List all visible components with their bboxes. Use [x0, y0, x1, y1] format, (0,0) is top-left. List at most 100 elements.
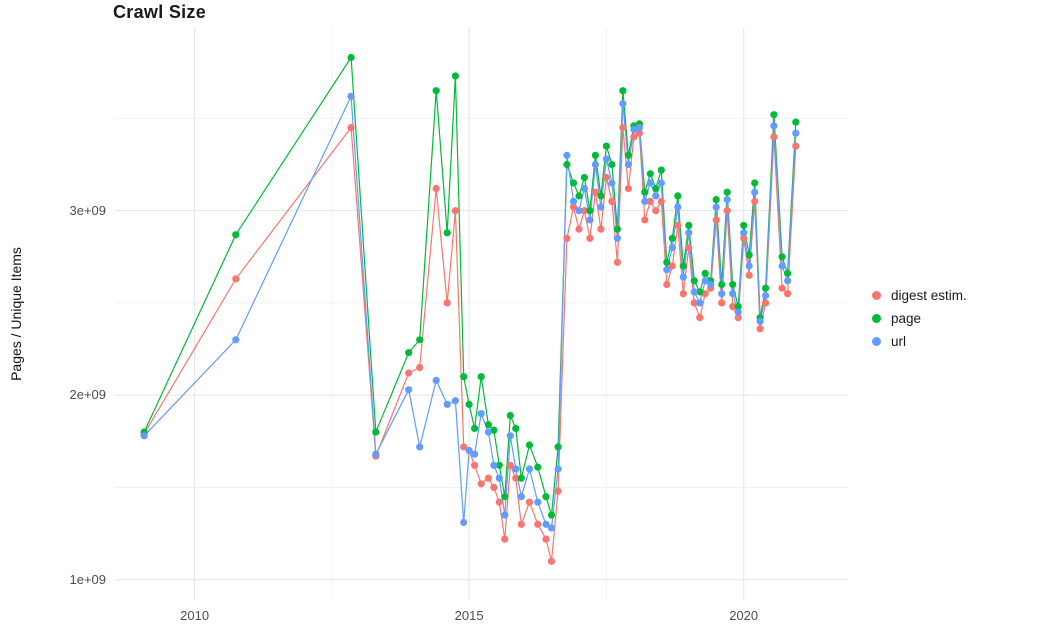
data-point [778, 253, 786, 261]
data-point [569, 197, 578, 205]
data-point [701, 269, 709, 277]
data-point [517, 474, 525, 482]
data-point [762, 291, 770, 300]
data-point [613, 225, 621, 233]
data-point [554, 487, 562, 495]
data-point [443, 229, 451, 237]
data-point [624, 151, 632, 159]
data-point [432, 376, 440, 384]
legend-item-digest: digest estim. [872, 285, 967, 305]
data-point [690, 299, 698, 307]
data-point [495, 461, 503, 469]
data-point [512, 465, 520, 473]
data-point [451, 397, 459, 405]
data-point [443, 299, 451, 307]
data-point [542, 493, 550, 501]
series-points-page [140, 53, 800, 519]
data-point [734, 308, 742, 316]
y-tick-label: 3e+09 [69, 202, 106, 218]
data-point [347, 92, 355, 100]
data-point [597, 225, 605, 233]
data-point [547, 511, 556, 519]
data-point [663, 280, 671, 289]
data-point [679, 273, 687, 281]
legend-dot-url-icon [872, 336, 881, 346]
legend-dot-page-icon [872, 313, 881, 323]
data-point [784, 277, 792, 285]
legend-label-digest: digest estim. [891, 287, 967, 303]
data-point [657, 197, 665, 205]
data-point [495, 474, 503, 482]
plot-area [115, 28, 848, 600]
data-point [729, 303, 737, 311]
data-point [635, 124, 644, 132]
data-point [668, 262, 676, 270]
data-point [347, 53, 355, 62]
data-point [613, 234, 621, 242]
data-point [712, 216, 720, 224]
data-point [563, 151, 571, 159]
data-point [591, 151, 599, 159]
data-point [679, 290, 687, 298]
data-point [624, 160, 632, 169]
data-point [696, 288, 704, 296]
y-tick-label: 2e+09 [69, 387, 106, 403]
data-point [685, 221, 693, 229]
data-point [745, 262, 753, 270]
y-tick-label: 1e+09 [69, 571, 106, 587]
data-point [652, 192, 660, 200]
x-tick-label: 2015 [454, 608, 484, 623]
data-point [512, 424, 520, 432]
data-point [792, 129, 800, 137]
data-point [232, 275, 240, 283]
data-point [745, 271, 753, 279]
data-point [471, 450, 479, 458]
data-point [696, 314, 704, 322]
data-point [696, 299, 704, 307]
data-point [630, 125, 638, 134]
data-point [770, 133, 778, 141]
data-point [740, 221, 748, 229]
data-point [756, 325, 764, 333]
data-point [405, 386, 413, 394]
data-point [712, 196, 720, 204]
data-point [723, 207, 731, 215]
data-point [641, 197, 649, 205]
data-point [679, 262, 687, 270]
legend-label-page: page [891, 310, 922, 326]
data-point [586, 234, 594, 242]
data-point [630, 133, 638, 141]
data-point [580, 184, 588, 193]
data-point [232, 231, 240, 239]
data-point [723, 188, 731, 196]
data-point [770, 111, 778, 119]
data-point [471, 424, 479, 432]
data-point [580, 173, 588, 182]
data-point [477, 410, 485, 418]
data-point [718, 280, 726, 289]
data-point [484, 428, 492, 436]
data-point [547, 557, 556, 565]
data-point [569, 179, 578, 187]
data-point [751, 197, 759, 205]
data-point [575, 225, 583, 233]
data-point [792, 118, 800, 126]
data-point [490, 426, 498, 434]
data-point [432, 184, 440, 193]
data-point [547, 524, 556, 532]
data-point [451, 207, 459, 215]
data-point [416, 443, 424, 451]
data-point [652, 207, 660, 215]
data-point [602, 142, 610, 150]
data-point [525, 441, 534, 449]
data-point [624, 184, 632, 193]
data-point [641, 188, 649, 196]
data-point [734, 303, 742, 311]
data-point [580, 207, 588, 215]
data-point [718, 299, 726, 307]
data-point [416, 336, 424, 344]
y-axis-title: Pages / Unique Items [8, 247, 24, 381]
data-point [619, 87, 627, 95]
data-point [517, 493, 525, 501]
data-point [762, 299, 770, 307]
